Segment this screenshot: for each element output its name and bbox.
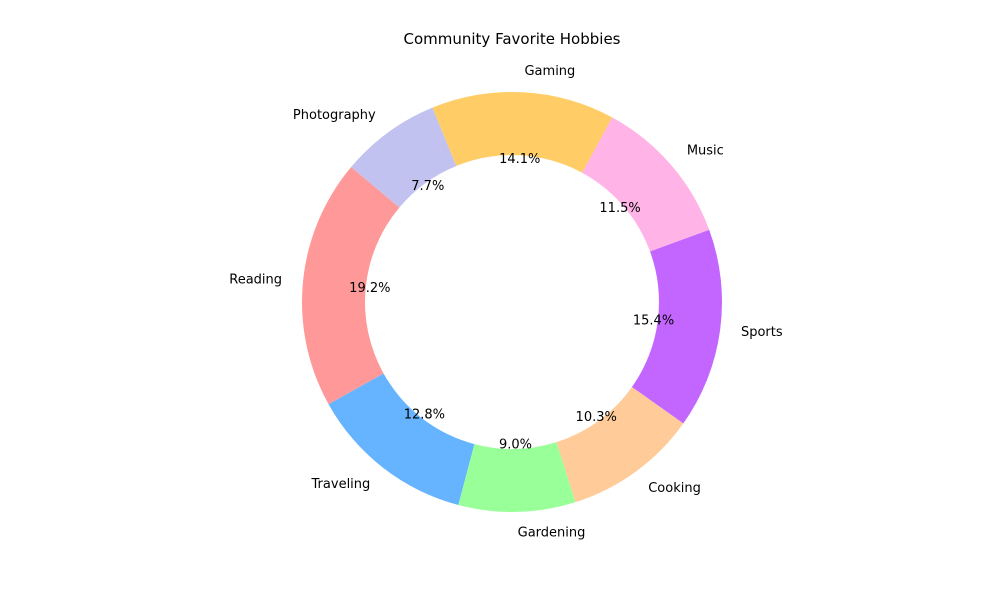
category-label-gardening: Gardening bbox=[518, 525, 586, 540]
category-label-photography: Photography bbox=[293, 108, 376, 123]
category-labels-group: Reading Traveling Gardening Cooking Sports Mu… bbox=[229, 64, 783, 541]
slice-reading bbox=[301, 167, 400, 405]
slice-cooking bbox=[556, 386, 684, 503]
slice-sports bbox=[631, 229, 722, 424]
category-label-reading: Reading bbox=[229, 273, 282, 288]
percent-label-reading: 19.2% bbox=[349, 281, 390, 296]
percent-labels-group: 19.2% 12.8% 9.0% 10.3% 15.4% 11.5% 14.1% 7.7% bbox=[349, 152, 674, 452]
percent-label-traveling: 12.8% bbox=[404, 407, 445, 422]
percent-label-gardening: 9.0% bbox=[499, 437, 532, 452]
percent-label-music: 11.5% bbox=[599, 201, 640, 216]
category-label-cooking: Cooking bbox=[648, 481, 701, 496]
percent-label-photography: 7.7% bbox=[411, 179, 444, 194]
slice-photography bbox=[351, 107, 457, 208]
category-label-music: Music bbox=[687, 143, 724, 158]
chart-title: Community Favorite Hobbies bbox=[403, 30, 620, 48]
slice-music bbox=[582, 117, 710, 252]
category-label-gaming: Gaming bbox=[524, 64, 575, 79]
category-label-traveling: Traveling bbox=[311, 477, 371, 492]
slice-gaming bbox=[432, 92, 613, 173]
slices-group bbox=[301, 92, 722, 512]
percent-label-gaming: 14.1% bbox=[499, 152, 540, 167]
slice-traveling bbox=[328, 373, 475, 506]
category-label-sports: Sports bbox=[741, 325, 783, 340]
percent-label-sports: 15.4% bbox=[633, 313, 674, 328]
slice-gardening bbox=[458, 442, 576, 512]
percent-label-cooking: 10.3% bbox=[576, 410, 617, 425]
